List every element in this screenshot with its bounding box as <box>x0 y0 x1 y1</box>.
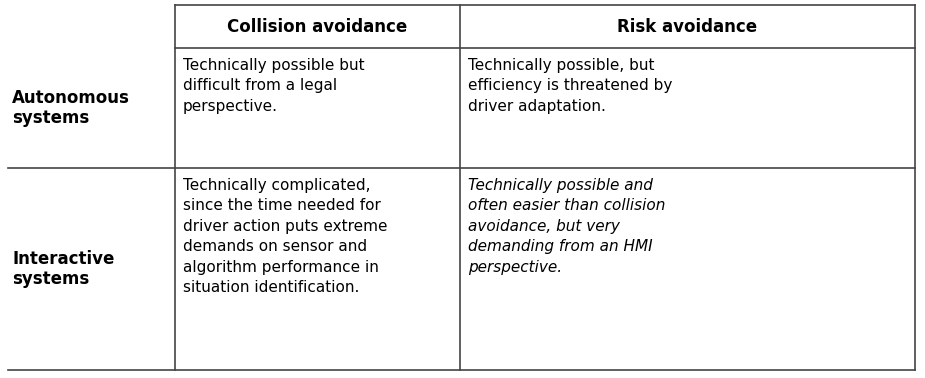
Text: Technically complicated,
since the time needed for
driver action puts extreme
de: Technically complicated, since the time … <box>183 178 388 295</box>
Text: Collision avoidance: Collision avoidance <box>228 17 408 36</box>
Text: Interactive
systems: Interactive systems <box>12 249 115 288</box>
Text: Technically possible, but
efficiency is threatened by
driver adaptation.: Technically possible, but efficiency is … <box>468 58 672 114</box>
Text: Autonomous
systems: Autonomous systems <box>12 88 130 127</box>
Text: Technically possible but
difficult from a legal
perspective.: Technically possible but difficult from … <box>183 58 364 114</box>
Text: Risk avoidance: Risk avoidance <box>618 17 758 36</box>
Text: Technically possible and
often easier than collision
avoidance, but very
demandi: Technically possible and often easier th… <box>468 178 665 274</box>
